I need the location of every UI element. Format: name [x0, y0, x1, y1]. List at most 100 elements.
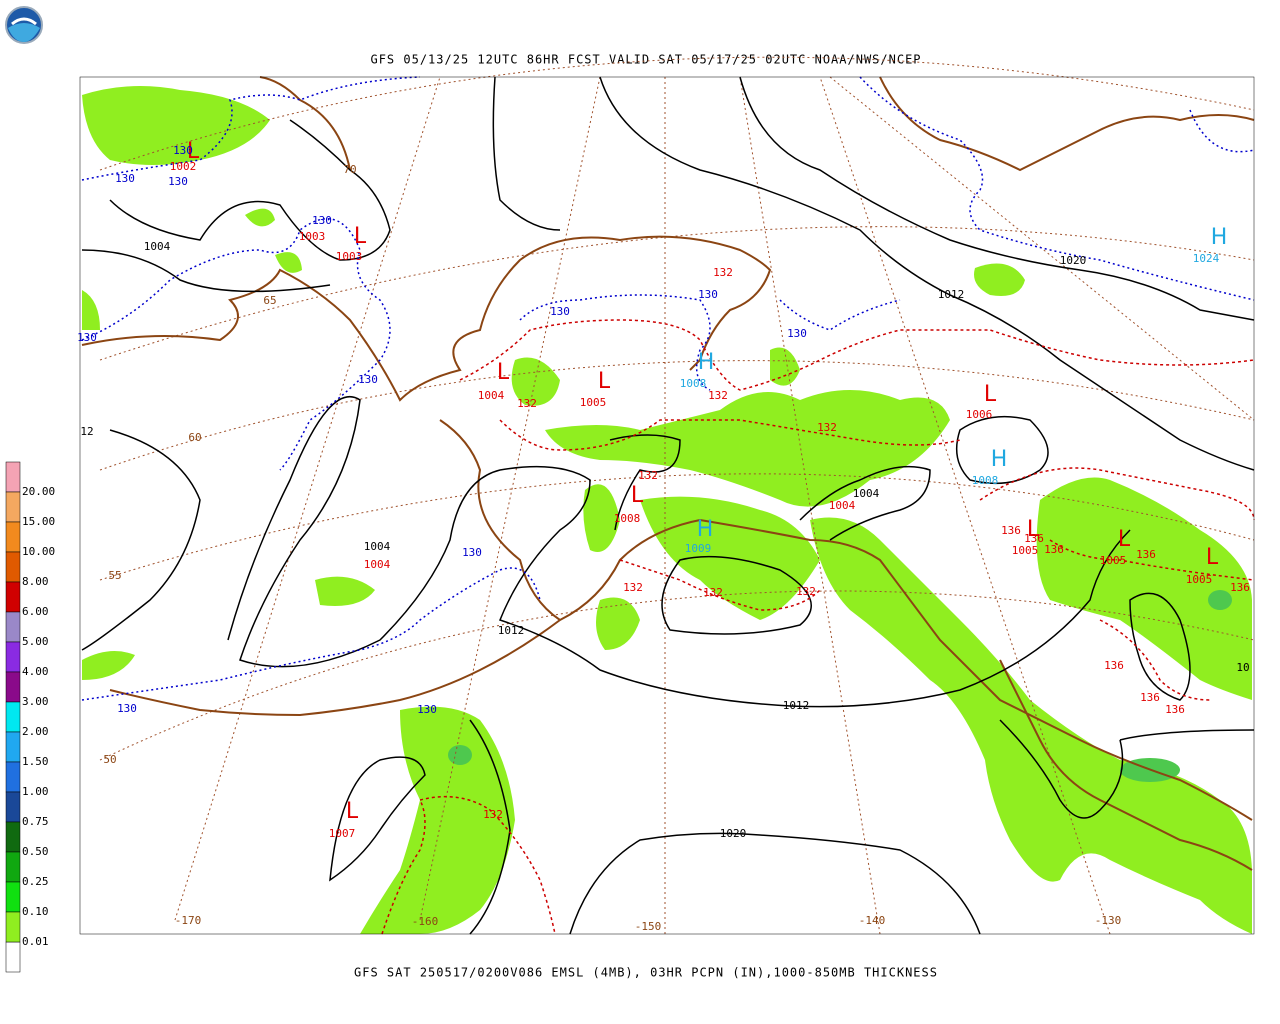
low-pressures-label: 1003	[299, 230, 326, 243]
thickness-130-label: 130	[462, 546, 482, 559]
low-pressures-label: 1003	[336, 250, 363, 263]
highs-label: H	[1211, 225, 1228, 250]
legend-swatch	[5, 821, 21, 853]
low-pressures-label: 1005	[1186, 573, 1213, 586]
low-pressures-label: 1005	[1100, 554, 1127, 567]
legend-swatch	[5, 791, 21, 823]
legend: 20.00 15.00 10.00 8.00 6.00 5.00 4.00 3.00 2.00 1…	[5, 461, 55, 973]
thickness-red-label: 136	[1001, 524, 1021, 537]
highs-label: H	[697, 517, 714, 542]
lows-label: L	[984, 382, 997, 407]
thickness-red-label: 132	[483, 808, 503, 821]
legend-swatch	[5, 851, 21, 883]
legend-swatch	[5, 881, 21, 913]
lows-label: L	[598, 369, 611, 394]
low-pressures-label: 1008	[614, 512, 641, 525]
map-labels: LLL LLLLLLL100210031003100410051008100610…	[77, 139, 1250, 933]
high-pressures-label: 1009	[685, 542, 712, 555]
title: GFS 05/13/25 12UTC 86HR FCST VALID SAT 0…	[370, 53, 921, 67]
legend-label: 20.00	[22, 485, 55, 498]
thickness-132-136	[381, 319, 1255, 935]
isobars-label: 1012	[783, 699, 810, 712]
graticule-label: -160	[412, 915, 439, 928]
thickness-130-label: 130	[358, 373, 378, 386]
noaa-logo	[5, 6, 43, 44]
low-pressures-label: 1007	[329, 827, 356, 840]
thickness-130-label: 130	[550, 305, 570, 318]
legend-label: 2.00	[22, 725, 49, 738]
graticule-label: 60	[188, 431, 201, 444]
thickness-red-label: 132	[703, 586, 723, 599]
thickness-red-label: 132	[817, 421, 837, 434]
legend-label: 8.00	[22, 575, 49, 588]
lows-label: L	[187, 139, 200, 164]
thickness-red-label: 132	[638, 469, 658, 482]
isobars-label: 1004	[144, 240, 171, 253]
lows-label: L	[354, 224, 367, 249]
legend-label: 15.00	[22, 515, 55, 528]
legend-label: 0.01	[22, 935, 49, 948]
isobars	[81, 76, 1255, 935]
low-pressures-label: 1004	[478, 389, 505, 402]
precip-areas	[82, 86, 1252, 934]
graticule-label: -150	[635, 920, 662, 933]
isobars-label: 10	[1236, 661, 1249, 674]
low-pressures-label: 1005	[580, 396, 607, 409]
legend-swatch	[5, 551, 21, 583]
low-pressures-label: 1006	[966, 408, 993, 421]
thickness-130-label: 130	[417, 703, 437, 716]
legend-swatch	[5, 521, 21, 553]
thickness-130-label: 130	[117, 702, 137, 715]
legend-swatch	[5, 581, 21, 613]
lows-label: L	[346, 799, 359, 824]
low-pressures-label: 1005	[1012, 544, 1039, 557]
thickness-130-label: 130	[698, 288, 718, 301]
thickness-red-label: 136	[1024, 532, 1044, 545]
legend-swatch	[5, 491, 21, 523]
thickness-red-label: 136	[1165, 703, 1185, 716]
coastline	[81, 76, 1255, 871]
isobars-label: 12	[80, 425, 93, 438]
high-pressures-label: 1008	[680, 377, 707, 390]
legend-label: 1.00	[22, 785, 49, 798]
graticule-lines	[99, 56, 1255, 935]
highs-label: H	[698, 350, 715, 375]
isobars-label: 1004	[364, 540, 391, 553]
thickness-130-label: 130	[168, 175, 188, 188]
high-pressures-label: 1024	[1193, 252, 1220, 265]
thickness-red-label: 136	[1140, 691, 1160, 704]
high-pressures-label: 1008	[972, 474, 999, 487]
legend-label: 0.10	[22, 905, 49, 918]
legend-label: 0.50	[22, 845, 49, 858]
thickness-130-label: 130	[312, 214, 332, 227]
footer-caption: GFS SAT 250517/0200V086 EMSL (4MB), 03HR…	[354, 966, 938, 980]
graticule-label: 65	[263, 294, 276, 307]
legend-swatch	[5, 611, 21, 643]
legend-swatch	[5, 461, 21, 493]
lows-label: L	[631, 483, 644, 508]
legend-label: 1.50	[22, 755, 49, 768]
graticule-label: 50	[103, 753, 116, 766]
lows-label: L	[1118, 527, 1131, 552]
thickness-130-label: 130	[115, 172, 135, 185]
graticule-label: -170	[175, 914, 202, 927]
legend-label: 3.00	[22, 695, 49, 708]
low-pressures-label: 1004	[829, 499, 856, 512]
legend-swatch	[5, 671, 21, 703]
graticule-label: -130	[1095, 914, 1122, 927]
low-pressures-label: 1004	[364, 558, 391, 571]
lows-label: L	[1027, 517, 1040, 542]
isobars-label: 1012	[938, 288, 965, 301]
legend-swatch	[5, 761, 21, 793]
legend-label: 6.00	[22, 605, 49, 618]
legend-label: 0.25	[22, 875, 49, 888]
legend-swatch	[5, 701, 21, 733]
thickness-red-label: 136	[1136, 548, 1156, 561]
thickness-red-label: 136	[1044, 543, 1064, 556]
isobars-label: 1012	[498, 624, 525, 637]
legend-label: 10.00	[22, 545, 55, 558]
isobars-label: 1020	[720, 827, 747, 840]
isobars-label: 1020	[1060, 254, 1087, 267]
thickness-red-label: 132	[517, 397, 537, 410]
